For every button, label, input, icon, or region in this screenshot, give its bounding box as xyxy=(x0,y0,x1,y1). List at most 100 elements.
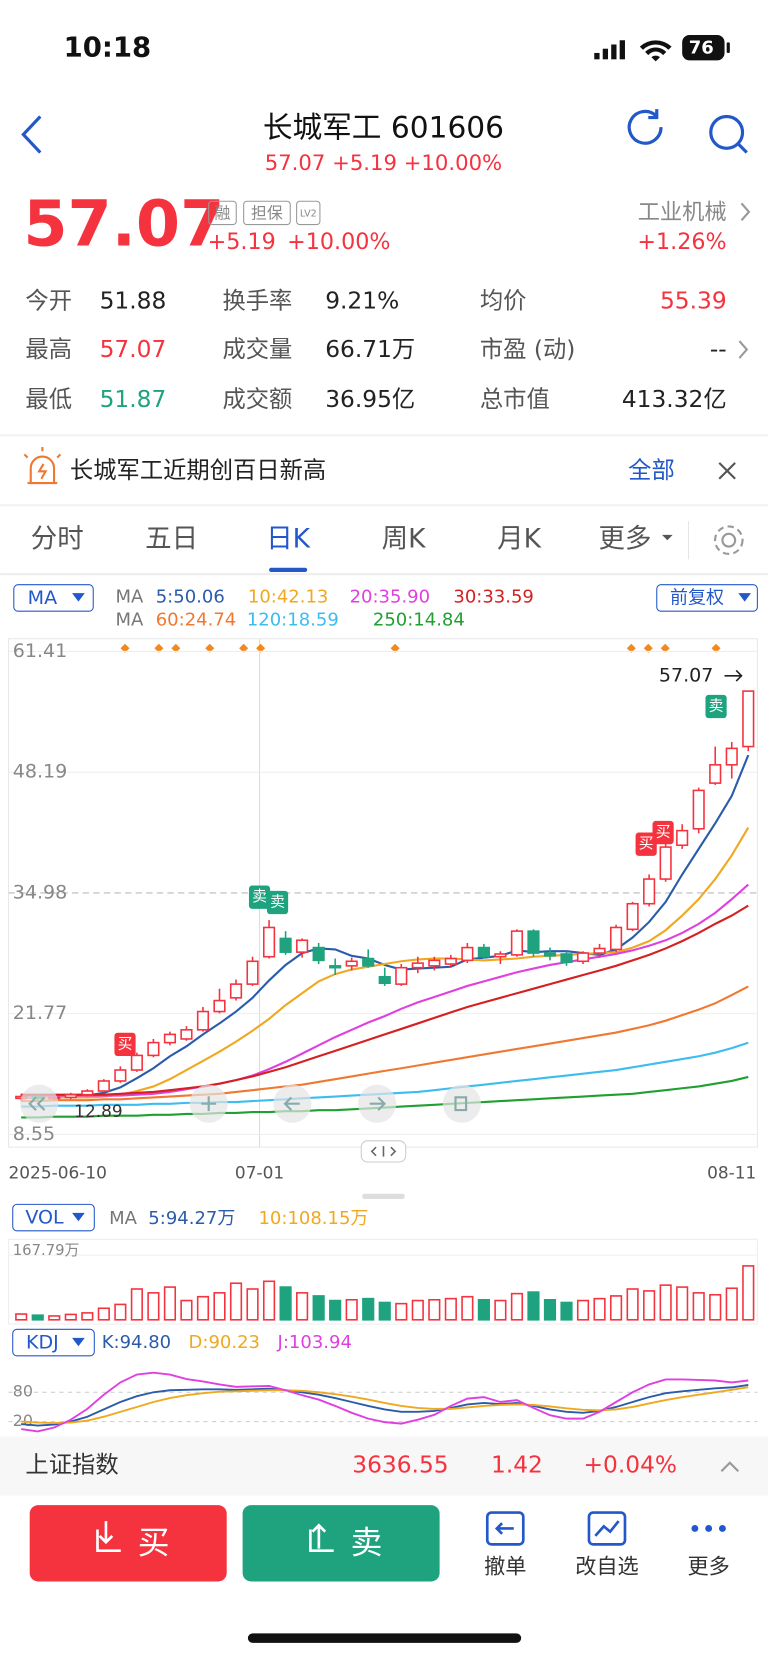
chevron xyxy=(740,202,751,222)
candle-body xyxy=(709,764,722,784)
ma-legend: 5:50.06 xyxy=(156,586,225,607)
volume-bar xyxy=(626,1288,639,1321)
candle-body xyxy=(659,846,672,880)
y-tick-label: 21.77 xyxy=(13,1002,68,1024)
y-tick-label: 34.98 xyxy=(13,881,68,903)
index-change: 1.42 xyxy=(491,1451,543,1478)
kdj-line xyxy=(21,1384,749,1427)
stat-value: -- xyxy=(710,336,727,363)
home-indicator xyxy=(247,1633,522,1643)
tab[interactable]: 分时 xyxy=(31,524,84,555)
candle-body xyxy=(742,690,755,748)
indicator-select[interactable] xyxy=(12,1203,95,1232)
settings-button[interactable] xyxy=(713,525,744,556)
volume-bar xyxy=(31,1314,44,1321)
stat-label: 成交量 xyxy=(222,336,292,363)
candle-body xyxy=(262,926,276,958)
buy-label: 买 xyxy=(138,1525,170,1561)
stat-label: 最低 xyxy=(25,386,72,413)
stat-value: 36.95亿 xyxy=(325,386,415,413)
candle-body xyxy=(329,965,342,969)
signal-tag xyxy=(635,832,657,856)
ma-legend: 60:24.74 xyxy=(156,610,237,631)
action-label[interactable]: 改自选 xyxy=(575,1554,639,1579)
sector-name[interactable]: 工业机械 xyxy=(638,199,727,225)
dropdown-caret xyxy=(72,593,85,602)
candle-body xyxy=(576,952,590,963)
badge: 担保 xyxy=(251,203,283,222)
dropdown-caret xyxy=(72,1212,85,1222)
badge: 融 xyxy=(215,203,231,222)
tab[interactable]: 周K xyxy=(382,524,426,555)
candle-body xyxy=(609,926,623,951)
index-bar[interactable] xyxy=(0,1436,768,1496)
stat-value: 413.32亿 xyxy=(622,386,727,413)
tab[interactable]: 更多 xyxy=(599,524,652,555)
volume-bar xyxy=(395,1302,408,1321)
volume-bar xyxy=(725,1287,738,1321)
volume-bar xyxy=(130,1288,143,1321)
volume-bar xyxy=(378,1301,391,1321)
volume-bar xyxy=(444,1297,457,1321)
dropdown-caret xyxy=(662,534,673,541)
volume-bar xyxy=(81,1312,94,1321)
banner-action[interactable]: 全部 xyxy=(628,457,675,484)
action-label[interactable]: 更多 xyxy=(687,1554,729,1579)
volume-bar xyxy=(609,1295,623,1321)
date-label: 08-11 xyxy=(707,1163,756,1183)
volume-frame xyxy=(7,1238,758,1325)
volume-bar xyxy=(428,1298,441,1321)
signal-label: 卖 xyxy=(709,698,724,715)
ma-legend: 120:18.59 xyxy=(247,610,339,631)
action-label[interactable]: 撤单 xyxy=(484,1554,526,1579)
dropdown-caret xyxy=(72,1337,85,1347)
close-button[interactable] xyxy=(718,462,736,480)
sell-label: 卖 xyxy=(351,1525,383,1561)
candle-body xyxy=(114,1069,127,1082)
ma-prefix: MA xyxy=(115,610,144,631)
action-icons xyxy=(485,1511,726,1546)
buy-button[interactable] xyxy=(29,1505,227,1582)
signal-tag xyxy=(652,820,674,845)
volume-bar xyxy=(510,1292,524,1321)
stat-value: 66.71万 xyxy=(325,336,415,363)
candle-body xyxy=(428,959,441,967)
stat-value: 51.87 xyxy=(100,386,167,413)
volume-bar xyxy=(709,1293,722,1321)
candle-body xyxy=(147,1041,160,1057)
indicator-select[interactable] xyxy=(13,584,94,612)
volume-bar xyxy=(643,1290,656,1321)
tab[interactable]: 月K xyxy=(497,524,541,555)
adjust-select[interactable] xyxy=(656,584,758,612)
ma-legend: 10:42.13 xyxy=(248,586,329,607)
kdj-legend: D:90.23 xyxy=(189,1332,260,1353)
kdj-lines xyxy=(21,1371,749,1433)
volume-bar xyxy=(147,1292,160,1321)
volume-bar xyxy=(543,1298,557,1321)
volume-bar xyxy=(345,1298,358,1321)
panel-resize[interactable] xyxy=(362,1193,405,1200)
refresh-button[interactable] xyxy=(627,109,663,145)
volume-bar xyxy=(312,1295,325,1321)
volume-bar xyxy=(180,1299,193,1321)
tab[interactable]: 五日 xyxy=(145,524,198,555)
candle-body xyxy=(163,1033,177,1044)
badges xyxy=(208,200,321,226)
candle-body xyxy=(345,960,358,967)
last-price: 57.07 xyxy=(23,186,224,260)
volume-bar xyxy=(196,1295,210,1321)
indicator-select[interactable] xyxy=(12,1328,95,1357)
y-tick-label: 20 xyxy=(13,1411,33,1430)
signal-label: 买 xyxy=(656,824,671,841)
candle-body xyxy=(676,829,689,847)
candle-body xyxy=(543,952,557,957)
volume-bar xyxy=(411,1299,424,1321)
scroll-handle[interactable] xyxy=(360,1140,407,1163)
back-button[interactable] xyxy=(21,115,42,154)
candle-body xyxy=(477,946,490,958)
ma-legend: 250:14.84 xyxy=(373,610,465,631)
tab[interactable]: 日K xyxy=(266,524,310,555)
search-button[interactable] xyxy=(709,114,748,154)
sell-button[interactable] xyxy=(242,1505,440,1582)
